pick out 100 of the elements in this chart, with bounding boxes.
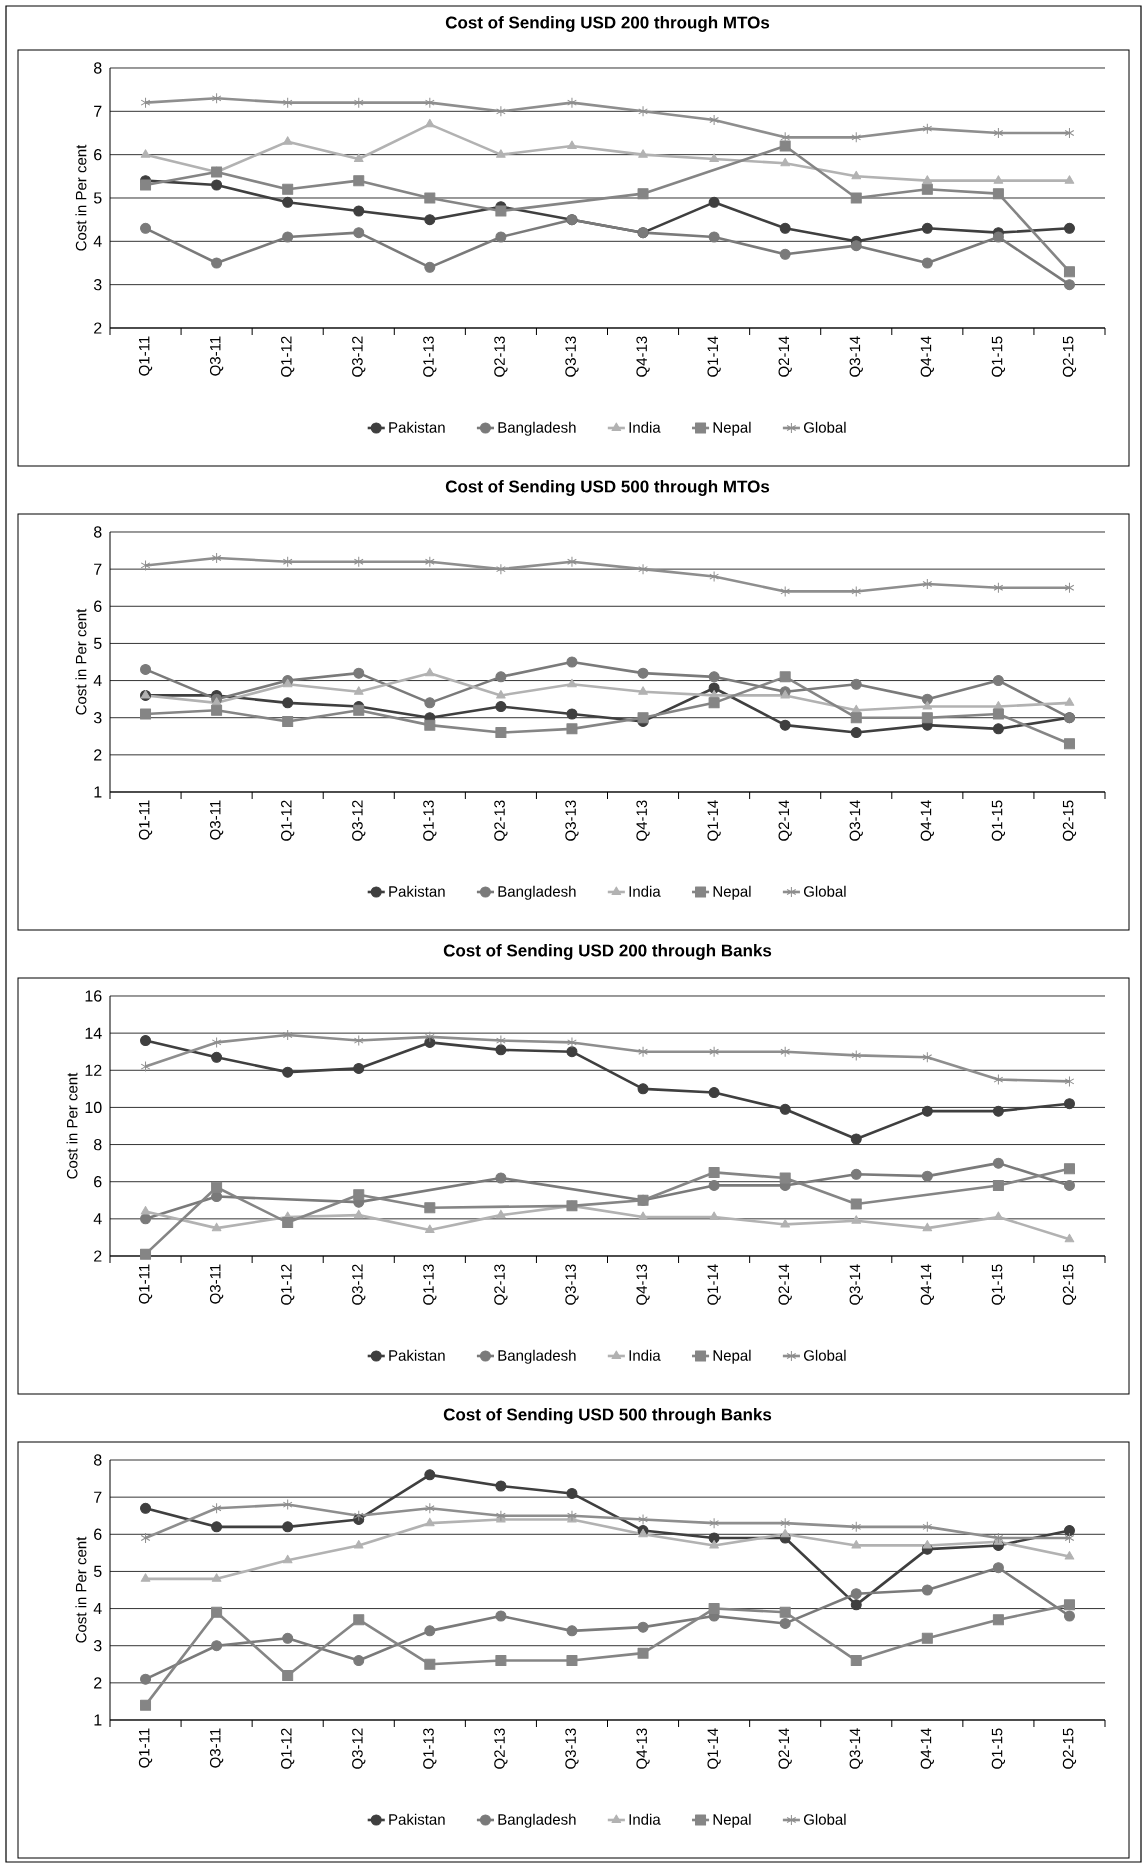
- y-tick-label: 1: [94, 786, 102, 798]
- y-tick-label: 5: [93, 192, 102, 204]
- y-tick-label: 5: [93, 637, 102, 649]
- y-tick-label: 8: [93, 1138, 102, 1151]
- y-tick-label: 8: [93, 62, 102, 74]
- x-tick-label: Q1-12: [281, 1728, 295, 1769]
- x-tick-label: Q1-11: [138, 800, 153, 840]
- legend-label: Global: [803, 1813, 846, 1825]
- chart-title: Cost of Sending USD 500 through Banks: [443, 1408, 772, 1424]
- x-tick-label: Q3-12: [352, 1728, 366, 1769]
- x-tick-label: Q3-14: [849, 1728, 863, 1769]
- y-tick-label: 8: [93, 526, 102, 538]
- y-tick-label: 7: [94, 563, 102, 575]
- y-tick-label: 14: [85, 1027, 102, 1039]
- x-tick-label: Q1-14: [707, 800, 721, 841]
- x-tick-label: Q3-14: [849, 336, 863, 377]
- x-tick-label: Q4-14: [920, 800, 934, 841]
- legend-label: Bangladesh: [498, 885, 576, 900]
- x-tick-label: Q1-15: [991, 800, 1006, 841]
- y-tick-label: 6: [94, 600, 102, 612]
- y-tick-label: 3: [93, 279, 102, 291]
- x-tick-label: Q3-12: [352, 336, 366, 377]
- y-tick-label: 6: [94, 149, 102, 161]
- x-tick-label: Q4-13: [636, 1728, 650, 1769]
- x-tick-label: Q1-13: [423, 800, 437, 841]
- x-tick-label: Q3-14: [849, 1264, 863, 1305]
- x-tick-label: Q2-14: [778, 336, 792, 377]
- legend-label: Bangladesh: [498, 421, 576, 436]
- x-tick-label: Q4-13: [636, 1264, 650, 1305]
- x-tick-label: Q4-14: [920, 336, 934, 377]
- x-tick-label: Q3-11: [209, 1264, 224, 1304]
- legend-label: Pakistan: [389, 421, 445, 433]
- y-tick-label: 3: [93, 1640, 102, 1652]
- x-tick-label: Q1-13: [423, 1728, 437, 1769]
- x-tick-label: Q3-13: [565, 336, 579, 377]
- y-tick-label: 2: [94, 1250, 102, 1262]
- x-tick-label: Q2-15: [1062, 1728, 1077, 1769]
- y-tick-label: 6: [94, 1176, 102, 1188]
- x-tick-label: Q1-12: [281, 336, 295, 377]
- y-tick-label: 2: [94, 322, 102, 334]
- x-tick-label: Q2-13: [494, 336, 508, 377]
- x-tick-label: Q2-14: [778, 1264, 792, 1305]
- x-tick-label: Q4-14: [920, 1728, 934, 1769]
- x-tick-label: Q1-11: [138, 1264, 153, 1304]
- legend-label: Pakistan: [389, 885, 445, 897]
- y-tick-label: 6: [94, 1528, 102, 1540]
- x-tick-label: Q2-15: [1062, 800, 1077, 841]
- x-tick-label: Q1-15: [991, 1728, 1006, 1769]
- y-tick-label: 1: [94, 1714, 102, 1726]
- x-tick-label: Q2-15: [1062, 1264, 1077, 1305]
- x-tick-label: Q2-15: [1062, 336, 1077, 377]
- x-tick-label: Q3-13: [565, 1264, 579, 1305]
- x-tick-label: Q3-14: [849, 800, 863, 841]
- x-tick-label: Q4-14: [920, 1264, 934, 1305]
- legend-label: India: [629, 1813, 661, 1825]
- y-axis-title: Cost in Per cent: [75, 1536, 87, 1643]
- y-tick-label: 4: [93, 235, 102, 247]
- y-tick-label: 10: [85, 1101, 102, 1114]
- y-tick-label: 16: [85, 990, 102, 1002]
- x-tick-label: Q2-13: [494, 1264, 508, 1305]
- y-tick-label: 2: [94, 749, 102, 761]
- x-tick-label: Q4-13: [636, 336, 650, 377]
- legend-label: Global: [803, 885, 846, 897]
- y-tick-label: 2: [94, 1677, 102, 1689]
- x-tick-label: Q1-12: [281, 800, 295, 841]
- x-tick-label: Q2-13: [494, 1728, 508, 1769]
- x-tick-label: Q4-13: [636, 800, 650, 841]
- chart-title: Cost of Sending USD 200 through Banks: [443, 944, 772, 960]
- x-tick-label: Q3-13: [565, 1728, 579, 1769]
- y-axis-title: Cost in Per cent: [75, 608, 87, 715]
- y-tick-label: 8: [93, 1454, 102, 1466]
- y-tick-label: 4: [93, 1213, 102, 1225]
- x-tick-label: Q3-13: [565, 800, 579, 841]
- y-tick-label: 4: [93, 675, 102, 687]
- chart-title: Cost of Sending USD 200 through MTOs: [445, 16, 770, 32]
- legend-label: Pakistan: [389, 1349, 445, 1361]
- legend-label: Nepal: [713, 1349, 751, 1364]
- x-tick-label: Q3-11: [209, 800, 224, 840]
- x-tick-label: Q1-15: [991, 1264, 1006, 1305]
- x-tick-label: Q3-12: [352, 800, 366, 841]
- legend-label: Global: [803, 421, 846, 433]
- legend-label: Nepal: [713, 1813, 751, 1828]
- y-tick-label: 4: [93, 1603, 102, 1615]
- y-tick-label: 5: [93, 1565, 102, 1578]
- x-tick-label: Q1-14: [707, 336, 721, 377]
- y-tick-label: 7: [94, 105, 102, 117]
- y-tick-label: 3: [93, 712, 102, 724]
- legend-label: India: [629, 885, 661, 897]
- x-tick-label: Q1-14: [707, 1728, 721, 1769]
- y-tick-label: 12: [85, 1064, 102, 1076]
- x-tick-label: Q2-14: [778, 800, 792, 841]
- legend-label: Bangladesh: [498, 1349, 576, 1364]
- y-tick-label: 7: [94, 1491, 102, 1503]
- x-tick-label: Q1-11: [138, 1728, 153, 1768]
- x-tick-label: Q1-13: [423, 336, 437, 377]
- x-tick-label: Q3-11: [209, 1728, 224, 1768]
- x-tick-label: Q3-12: [352, 1264, 366, 1305]
- x-tick-label: Q2-13: [494, 800, 508, 841]
- x-tick-label: Q1-14: [707, 1264, 721, 1305]
- x-tick-label: Q2-14: [778, 1728, 792, 1769]
